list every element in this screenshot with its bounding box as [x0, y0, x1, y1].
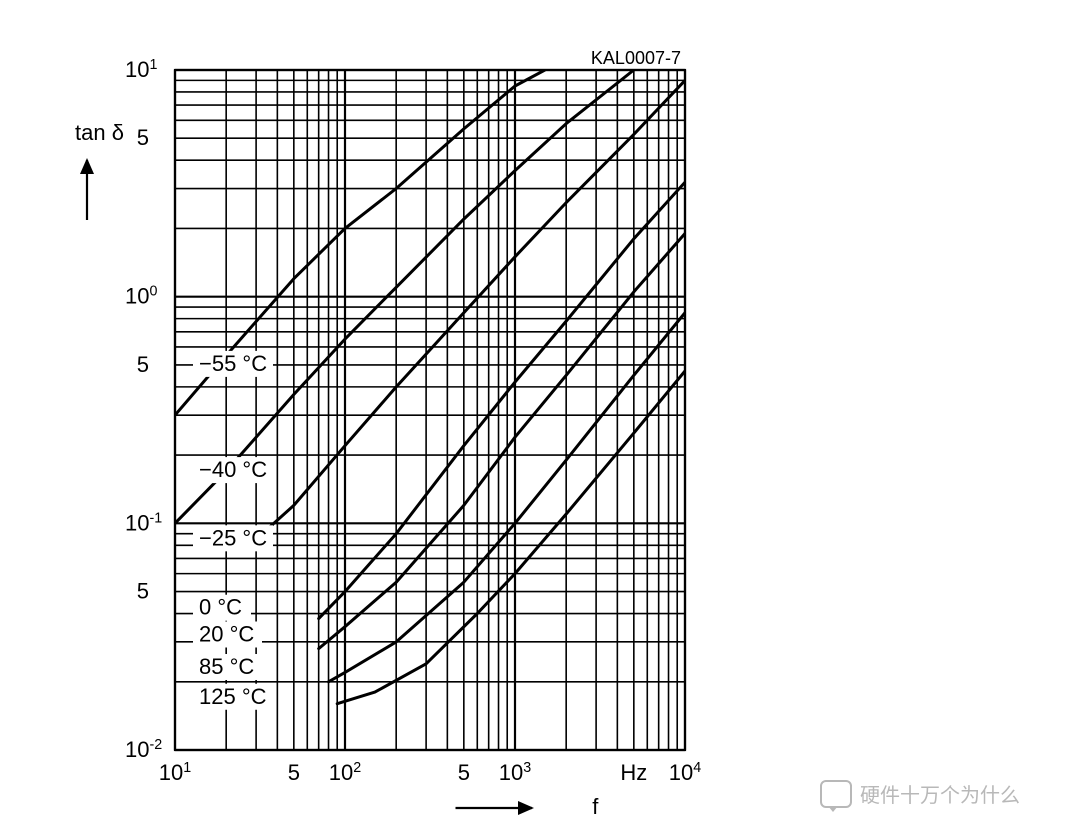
- speech-bubble-icon: [820, 780, 852, 808]
- svg-text:103: 103: [499, 760, 531, 785]
- svg-text:KAL0007-7: KAL0007-7: [591, 48, 681, 68]
- svg-text:101: 101: [159, 760, 191, 785]
- watermark-text: 硬件十万个为什么: [860, 779, 1020, 808]
- svg-text:100: 100: [125, 284, 157, 309]
- svg-text:f: f: [592, 794, 599, 819]
- svg-text:85 °C: 85 °C: [199, 654, 254, 679]
- svg-text:20 °C: 20 °C: [199, 621, 254, 646]
- svg-text:102: 102: [329, 760, 361, 785]
- svg-text:0 °C: 0 °C: [199, 595, 242, 620]
- svg-text:10-1: 10-1: [125, 510, 162, 535]
- svg-text:5: 5: [137, 352, 149, 377]
- svg-text:5: 5: [288, 760, 300, 785]
- svg-text:Hz: Hz: [620, 760, 647, 785]
- svg-text:−25 °C: −25 °C: [199, 525, 267, 550]
- svg-text:tan δ: tan δ: [75, 120, 124, 145]
- svg-text:−55 °C: −55 °C: [199, 351, 267, 376]
- svg-text:5: 5: [137, 125, 149, 150]
- tan-delta-vs-f-chart: −55 °C −40 °C −25 °C 0 °C20 °C 85 °C 125 °C 10…: [40, 20, 760, 820]
- svg-text:10-2: 10-2: [125, 737, 162, 762]
- svg-text:−40 °C: −40 °C: [199, 457, 267, 482]
- svg-text:104: 104: [669, 760, 701, 785]
- svg-text:125 °C: 125 °C: [199, 684, 267, 709]
- svg-text:5: 5: [458, 760, 470, 785]
- watermark: 硬件十万个为什么: [820, 779, 1020, 808]
- svg-text:5: 5: [137, 579, 149, 604]
- svg-text:101: 101: [125, 57, 157, 82]
- chart-container: −55 °C −40 °C −25 °C 0 °C20 °C 85 °C 125 °C 10…: [40, 20, 760, 825]
